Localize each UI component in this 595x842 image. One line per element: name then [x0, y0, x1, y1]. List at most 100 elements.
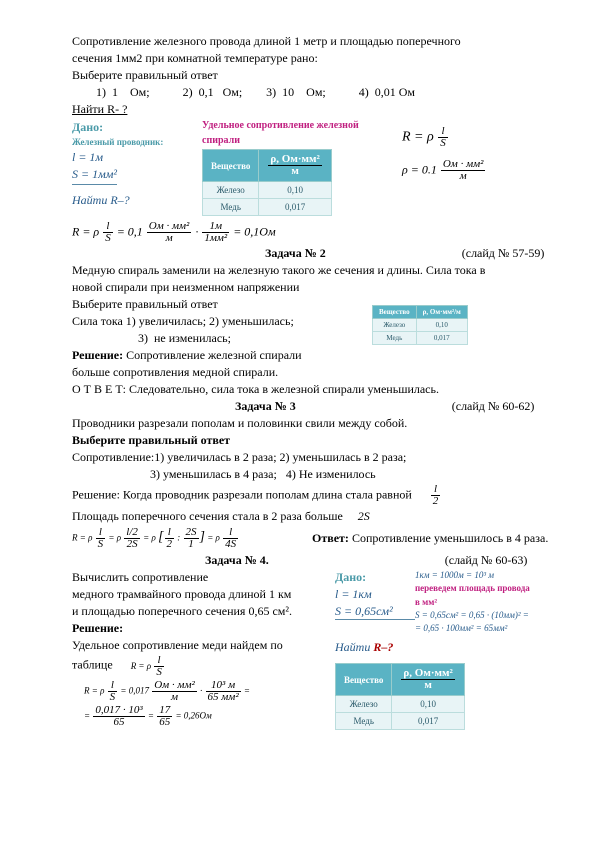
td-cu-val: 0,017	[259, 199, 331, 216]
task-4-l2: медного трамвайного провода длиной 1 км	[72, 587, 335, 602]
task-3-sol-text: Решение: Когда проводник разрезали попол…	[72, 487, 412, 501]
td-fe: Железо	[203, 182, 259, 199]
task-2-title: Задача № 2	[265, 246, 326, 260]
task-3-answer: Ответ: Сопротивление уменьшилось в 4 раз…	[312, 531, 548, 546]
task-2-l2: новой спирали при неизменном напряжении	[72, 280, 555, 295]
task-4-formula-1: R = ρ lS = 0,017 Ом · мм²м · 10³ м65 мм²…	[84, 680, 335, 703]
dano-label: Дано:	[72, 120, 202, 135]
td2-cu: Медь	[373, 332, 417, 345]
task-4-body: Вычислить сопротивление медного трамвайн…	[72, 570, 555, 732]
task-4-slide: (слайд № 60-63)	[445, 553, 528, 567]
task-3-ans-label: Ответ:	[312, 531, 349, 545]
find-label: Найти R–?	[72, 193, 202, 208]
task-4-conv-lbl: переведем площадь провода	[415, 583, 555, 594]
intro-line-1: Сопротивление железного провода длиной 1…	[72, 34, 555, 49]
intro-prompt: Выберите правильный ответ	[72, 68, 555, 83]
td-fe-val: 0,10	[259, 182, 331, 199]
task-2-ans-label: О Т В Е Т:	[72, 382, 126, 396]
task-2-prompt: Выберите правильный ответ	[72, 297, 372, 312]
task-4-conv-lbl2: в мм²	[415, 597, 555, 608]
th-rho: ρ, Ом·мм²м	[259, 150, 331, 182]
th2-rho: ρ, Ом·мм²/м	[416, 306, 467, 319]
task-4-given-l: l = 1км	[335, 587, 415, 602]
frac-S: S	[438, 138, 448, 149]
task-3-slide: (слайд № 60-62)	[452, 399, 535, 413]
formula-R-rho-lS: R = ρ lS	[402, 126, 542, 149]
th3-rho-d: м	[401, 680, 454, 691]
material-table-2: Вещество ρ, Ом·мм²/м Железо0,10 Медь0,01…	[372, 305, 468, 345]
task-4-formula-2: = 0,017 · 10³65 = 1765 = 0,26Ом	[84, 705, 335, 728]
given-l: l = 1м	[72, 150, 202, 165]
task-2-answer: О Т В Е Т: Следовательно, сила тока в же…	[72, 382, 555, 397]
td3-cu: Медь	[336, 713, 392, 730]
find-r: Найти R- ?	[72, 102, 555, 117]
task-2-opt1: Сила тока 1) увеличилась; 2) уменьшилась…	[72, 314, 372, 329]
task-4-conv1: 1км = 1000м = 10³ м	[415, 570, 555, 581]
task-2-slide: (слайд № 57-59)	[462, 246, 545, 260]
task-4-given-s: S = 0,65см²	[335, 604, 415, 620]
rho-title-2: спирали	[202, 135, 402, 148]
task-3-title: Задача № 3	[235, 399, 296, 413]
task-4-result: = 0,26Ом	[175, 711, 211, 721]
task-2-sol-label: Решение:	[72, 348, 123, 362]
th-rho-d: м	[268, 166, 321, 177]
td3-fe: Железо	[336, 696, 392, 713]
task-2-l1: Медную спираль заменили на железную тако…	[72, 263, 555, 278]
task-4-rho-row: таблице R = ρ lS	[72, 655, 335, 678]
task-2-header: Задача № 2 (слайд № 57-59)	[72, 246, 555, 261]
td3-cu-v: 0,017	[392, 713, 464, 730]
wire-label: Железный проводник:	[72, 137, 202, 148]
task-3-formula: R = ρ lS = ρ l/22S = ρ [l2 : 2S1] = ρ l4…	[72, 527, 312, 550]
intro-line-2: сечения 1мм2 при комнатной температуре р…	[72, 51, 555, 66]
rho-u-d: м	[441, 171, 486, 182]
task-4-dano: Дано:	[335, 570, 415, 585]
th3-rho: ρ, Ом·мм²м	[392, 664, 464, 696]
task-4-rho-text2: таблице	[72, 658, 113, 672]
task-2-sol-text: Сопротивление железной спирали	[123, 348, 301, 362]
task-4-title: Задача № 4.	[205, 553, 269, 567]
th3-sub: Вещество	[336, 664, 392, 696]
task-4-header: Задача № 4. (слайд № 60-63)	[72, 553, 555, 568]
material-table-1: Вещество ρ, Ом·мм²м Железо0,10 Медь0,017	[202, 149, 332, 216]
problem-1-solution: R = ρ lS = 0,1 Ом · мм²м · 1м1мм² = 0,1О…	[72, 221, 555, 244]
task-3-sol: Решение: Когда проводник разрезали попол…	[72, 484, 555, 507]
th-substance: Вещество	[203, 150, 259, 182]
td2-fe: Железо	[373, 319, 417, 332]
formula-rho-val: ρ = 0.1 Ом · мм²м	[402, 159, 542, 182]
task-3-header: Задача № 3 (слайд № 60-62)	[72, 399, 555, 414]
task-3-area: Площадь поперечного сечения стала в 2 ра…	[72, 509, 555, 524]
intro-choices: 1) 1 Ом; 2) 0,1 Ом; 3) 10 Ом; 4) 0,01 Ом	[72, 85, 555, 100]
td2-fe-v: 0,10	[416, 319, 467, 332]
task-4-given-row: Дано: l = 1км S = 0,65см² 1км = 1000м = …	[335, 570, 555, 636]
task-3-area-text: Площадь поперечного сечения стала в 2 ра…	[72, 509, 343, 523]
task-4-rho-text: Удельное сопротивление меди найдем по	[72, 638, 335, 653]
given-s: S = 1мм²	[72, 167, 117, 185]
td3-fe-v: 0,10	[392, 696, 464, 713]
sol-result-1: = 0,1Ом	[233, 224, 275, 238]
td2-cu-v: 0,017	[416, 332, 467, 345]
task-2-ans-text: Следовательно, сила тока в железной спир…	[126, 382, 439, 396]
th2-sub: Вещество	[373, 306, 417, 319]
task-3-opt1: Сопротивление:1) увеличилась в 2 раза; 2…	[72, 450, 555, 465]
formula-R-lhs: R = ρ	[402, 130, 434, 145]
problem-1-block: Дано: Железный проводник: l = 1м S = 1мм…	[72, 120, 555, 218]
task-3-formula-row: R = ρ lS = ρ l/22S = ρ [l2 : 2S1] = ρ l4…	[72, 527, 555, 550]
task-3-l1: Проводники разрезали пополам и половинки…	[72, 416, 555, 431]
task-3-prompt: Выберите правильный ответ	[72, 433, 555, 448]
task-4-sol-label: Решение:	[72, 621, 335, 636]
task-2-solution: Решение: Сопротивление железной спирали	[72, 348, 372, 363]
task-2-opt2: 3) не изменилась;	[72, 331, 372, 346]
task-3-ans-text: Сопротивление уменьшилось в 4 раза.	[349, 531, 548, 545]
rho-title-1: Удельное сопротивление железной	[202, 120, 402, 133]
task-4-l1: Вычислить сопротивление	[72, 570, 335, 585]
material-table-3: Вещество ρ, Ом·мм²м Железо0,10 Медь0,017	[335, 663, 465, 730]
td-cu: Медь	[203, 199, 259, 216]
task-3-opt2: 3) уменьшилась в 4 раза; 4) Не изменилос…	[72, 467, 555, 482]
task-2-sol-text2: больше сопротивления медной спирали.	[72, 365, 372, 380]
task-2-body: Выберите правильный ответ Сила тока 1) у…	[72, 297, 555, 382]
task-4-find: Найти R–?	[335, 640, 555, 655]
task-4-l3: и площадью поперечного сечения 0,65 см².	[72, 604, 335, 619]
task-4-conv2: S = 0,65см² = 0,65 · (10мм)² =	[415, 610, 555, 621]
rho-val-num: ρ = 0.1	[402, 162, 437, 176]
task-3-area-val: 2S	[358, 509, 370, 523]
